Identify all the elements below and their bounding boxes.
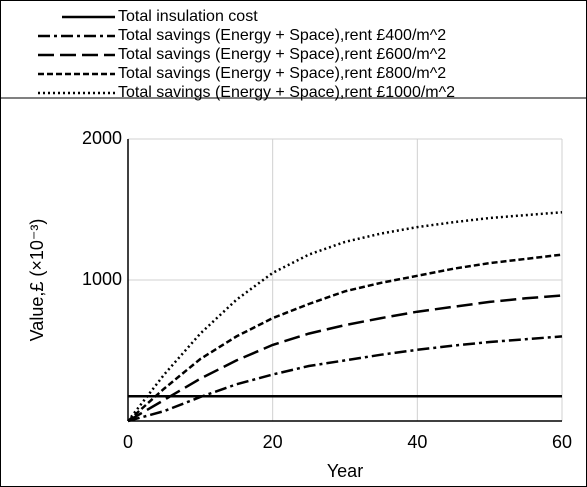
- legend-label: Total savings (Energy + Space),rent £600…: [118, 46, 446, 63]
- y-axis-label: Value,£ (×10⁻³): [27, 219, 47, 342]
- legend-label: Total savings (Energy + Space),rent £100…: [118, 84, 455, 101]
- legend: Total insulation cost Total savings (Ener…: [38, 8, 455, 101]
- x-tick-label: 40: [407, 432, 427, 452]
- legend-label: Total savings (Energy + Space),rent £800…: [118, 65, 446, 82]
- series-line: [127, 294, 563, 423]
- x-tick-label: 60: [552, 432, 572, 452]
- y-tick-label: 1000: [82, 269, 122, 289]
- series-line: [127, 335, 563, 423]
- x-axis-label: Year: [327, 461, 363, 481]
- series-line: [127, 211, 563, 422]
- y-tick-label: 2000: [82, 128, 122, 148]
- legend-label: Total savings (Energy + Space),rent £400…: [118, 27, 446, 44]
- series-line: [127, 253, 563, 422]
- x-tick-label: 0: [123, 432, 133, 452]
- x-tick-label: 20: [263, 432, 283, 452]
- legend-label: Total insulation cost: [118, 8, 258, 25]
